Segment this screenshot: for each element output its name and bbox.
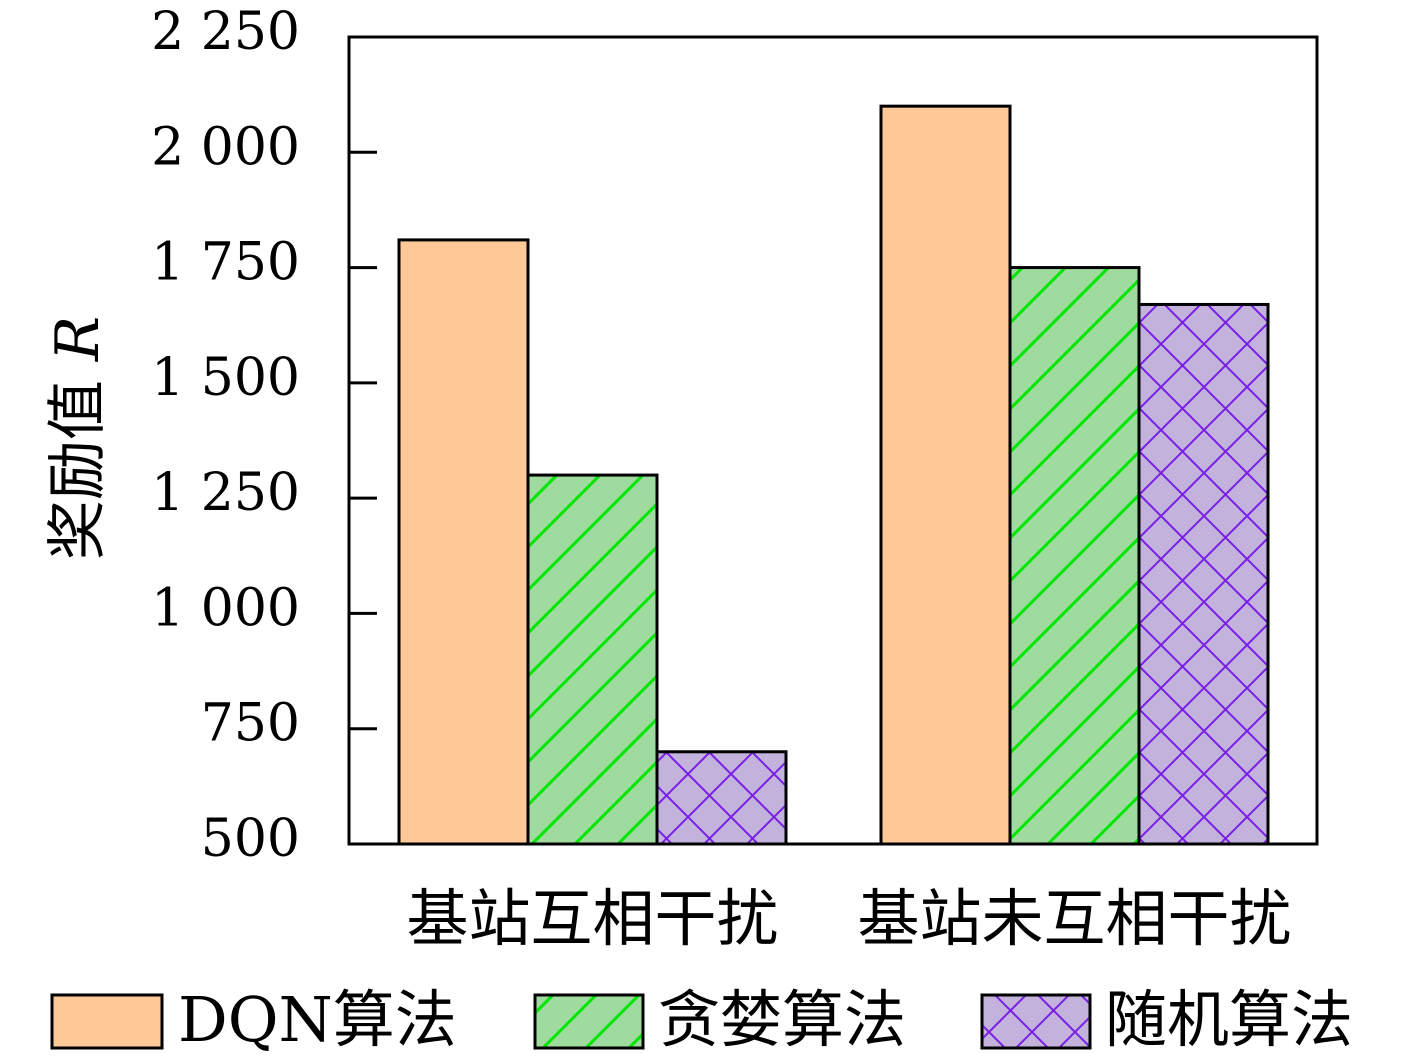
- y-tick-label: 1 750: [151, 233, 300, 293]
- bar-greedy-group-0: [526, 473, 659, 846]
- bar-random-group-0: [655, 750, 788, 846]
- bar-random-group-1: [1137, 302, 1270, 846]
- legend: DQN算法 贪婪算法 随机算法: [50, 983, 1353, 1056]
- y-axis-ticks: [349, 35, 377, 846]
- bar-greedy-group-1: [1008, 266, 1141, 846]
- y-tick-label: 2 000: [151, 117, 300, 177]
- bar-dqn-group-1: [879, 104, 1012, 846]
- y-axis-label: 奖励值 R: [43, 316, 113, 560]
- y-tick-label: 1 000: [151, 578, 300, 638]
- y-tick-label: 500: [201, 809, 300, 869]
- bars-layer: [397, 104, 1270, 846]
- legend-label-random: 随机算法: [1105, 983, 1353, 1056]
- y-tick-label: 750: [201, 694, 300, 754]
- y-axis-tick-labels: 500 750 1 000 1 250 1 500 1 750 2 000 2 250: [151, 2, 300, 869]
- y-tick-label: 2 250: [151, 2, 300, 62]
- plot-frame: [347, 35, 1319, 846]
- y-axis-label-text: 奖励值: [43, 361, 113, 560]
- y-tick-label: 1 500: [151, 348, 300, 408]
- x-category-label: 基站互相干扰: [406, 882, 778, 955]
- legend-swatch-greedy: [533, 993, 645, 1050]
- legend-label-greedy: 贪婪算法: [658, 983, 906, 1056]
- legend-label-dqn: DQN算法: [178, 983, 457, 1056]
- bar-dqn-group-0: [397, 238, 530, 846]
- legend-swatch-dqn: [50, 993, 164, 1050]
- y-tick-label: 1 250: [151, 463, 300, 523]
- x-category-label: 基站未互相干扰: [857, 882, 1291, 955]
- legend-swatch-random: [980, 993, 1092, 1050]
- x-axis-category-labels: 基站互相干扰 基站未互相干扰: [406, 882, 1291, 955]
- y-axis-label-variable: R: [43, 316, 113, 362]
